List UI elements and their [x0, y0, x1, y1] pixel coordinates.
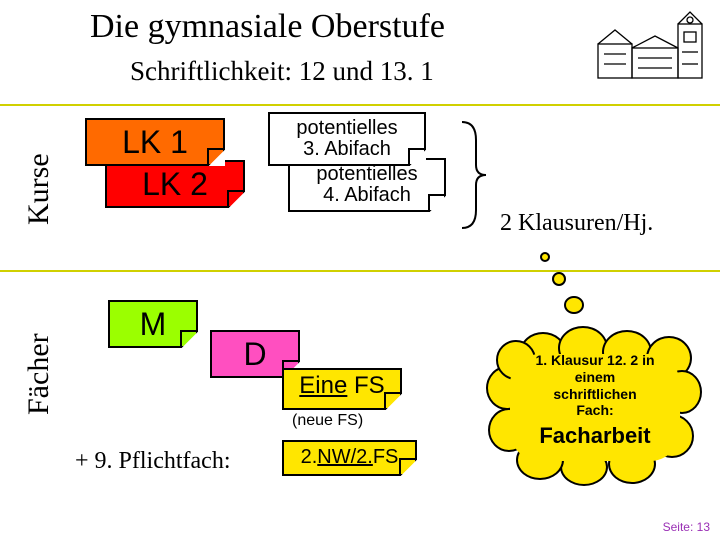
text: potentielles [304, 164, 430, 185]
text: 4. Abifach [304, 185, 430, 206]
cloud-highlight: Facharbeit [500, 423, 690, 449]
pflichtfach-label: + 9. Pflichtfach: [75, 448, 231, 475]
cloud-line: 1. Klausur 12. 2 in [500, 352, 690, 369]
klausuren-label: 2 Klausuren/Hj. [500, 210, 653, 237]
text: Eine [299, 372, 347, 399]
text: FS [373, 446, 399, 468]
section-label-kurse: Kurse [22, 153, 56, 225]
cloud-callout: 1. Klausur 12. 2 in einem schriftlichen … [490, 330, 700, 485]
cloud-dot [552, 272, 566, 286]
card-pot4: potentielles 4. Abifach [288, 158, 446, 212]
card-lk1: LK 1 [85, 118, 225, 166]
cloud-line: Fach: [500, 402, 690, 419]
text: 3. Abifach [284, 139, 410, 160]
text: 2. [301, 446, 318, 468]
divider [0, 104, 720, 106]
divider [0, 270, 720, 272]
text: FS [347, 372, 384, 399]
text: potentielles [284, 118, 410, 139]
card-lk2: LK 2 [105, 160, 245, 208]
neue-fs-label: (neue FS) [292, 412, 363, 430]
cloud-dot [564, 296, 584, 314]
cloud-dot [540, 252, 550, 262]
page-title: Die gymnasiale Oberstufe [90, 8, 445, 46]
text: NW/2. [317, 446, 373, 468]
page-subtitle: Schriftlichkeit: 12 und 13. 1 [130, 56, 434, 87]
card-fs: Eine FS [282, 368, 402, 410]
cloud-line: schriftlichen [500, 386, 690, 403]
card-pot3: potentielles 3. Abifach [268, 112, 426, 166]
card-m: M [108, 300, 198, 348]
card-nw: 2.NW/2.FS [282, 440, 417, 476]
brace-icon [458, 120, 488, 230]
page-number: Seite: 13 [663, 520, 710, 534]
section-label-faecher: Fächer [22, 333, 56, 415]
building-icon [592, 6, 712, 84]
cloud-line: einem [500, 369, 690, 386]
